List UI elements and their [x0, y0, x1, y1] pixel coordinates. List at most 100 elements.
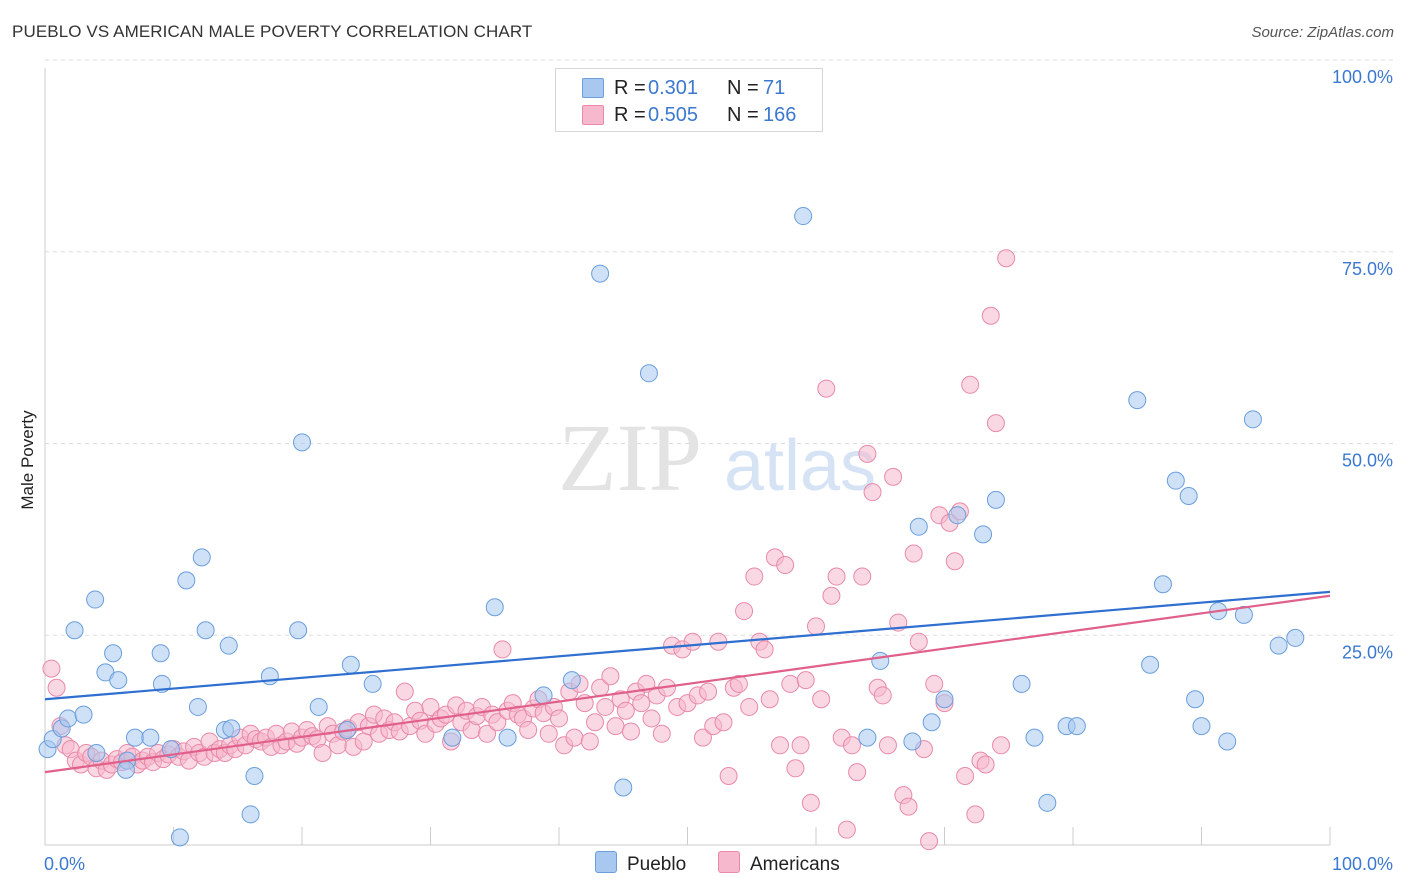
pueblo-point: [871, 651, 890, 670]
americans-point: [976, 755, 995, 774]
americans-point: [596, 697, 615, 716]
pueblo-point: [104, 644, 123, 663]
americans-point: [884, 467, 903, 486]
legend-item-americans[interactable]: Americans: [718, 851, 840, 876]
americans-point: [699, 682, 718, 701]
americans-point: [909, 632, 928, 651]
pueblo-point: [188, 697, 207, 716]
pueblo-point: [341, 655, 360, 674]
y-tick-label: 100.0%: [1332, 67, 1393, 87]
tick-labels: 25.0% 50.0% 75.0% 100.0% 0.0% 100.0%: [44, 67, 1393, 874]
americans-point: [981, 306, 1000, 325]
americans-point: [791, 736, 810, 755]
pueblo-point: [858, 728, 877, 747]
pueblo-point: [1234, 605, 1253, 624]
americans-point: [807, 617, 825, 636]
pueblo-point: [948, 506, 967, 525]
pueblo-point: [196, 621, 215, 640]
americans-point: [925, 674, 944, 693]
pueblo-point: [1243, 410, 1262, 429]
pueblo-swatch: [582, 78, 604, 98]
pueblo-point: [260, 667, 279, 686]
americans-point: [47, 678, 66, 697]
watermark-atlas: atlas: [724, 426, 876, 506]
pueblo-point: [219, 636, 238, 655]
americans-point: [493, 640, 512, 659]
pueblo-point: [591, 264, 610, 283]
pueblo-point: [241, 805, 260, 824]
americans-point: [642, 709, 661, 728]
stats-legend: R = 0.301 N = 71 R = 0.505 N = 166: [555, 68, 823, 132]
pueblo-legend-swatch: [595, 851, 617, 873]
pueblo-point: [116, 760, 135, 779]
americans-point: [683, 632, 702, 651]
americans-point: [904, 544, 923, 563]
legend-row-americans: R = 0.505 N = 166: [556, 101, 822, 129]
americans-point: [992, 736, 1011, 755]
legend-row-pueblo: R = 0.301 N = 71: [556, 74, 822, 102]
americans-point: [878, 736, 897, 755]
legend-item-pueblo[interactable]: Pueblo: [595, 851, 686, 876]
pueblo-points: [38, 207, 1305, 847]
americans-point: [565, 728, 584, 747]
pueblo-legend-label: Pueblo: [627, 854, 687, 875]
pueblo-point: [1192, 717, 1211, 736]
watermark: ZIP atlas: [558, 404, 876, 511]
n-label: N =: [727, 104, 759, 126]
pueblo-point: [1067, 717, 1086, 736]
americans-point: [853, 567, 872, 586]
pueblo-point: [534, 686, 553, 705]
americans-point: [945, 552, 964, 571]
pueblo-point: [562, 671, 581, 690]
source-label: Source: ZipAtlas.com: [1251, 24, 1394, 41]
chart-title: PUEBLO VS AMERICAN MALE POVERTY CORRELAT…: [12, 22, 533, 41]
americans-point: [776, 556, 795, 575]
americans-point: [842, 736, 861, 755]
americans-point: [585, 713, 604, 732]
n-value: 166: [763, 104, 797, 126]
pueblo-point: [903, 732, 922, 751]
pueblo-point: [109, 671, 128, 690]
pueblo-point: [1166, 471, 1185, 490]
americans-point: [873, 686, 892, 705]
americans-point: [313, 743, 332, 762]
americans-swatch: [582, 105, 604, 125]
r-label: R =: [614, 77, 646, 99]
americans-point: [616, 701, 635, 720]
r-value: 0.301: [648, 77, 699, 99]
pueblo-point: [1153, 575, 1172, 594]
pueblo-point: [614, 778, 633, 797]
pueblo-point: [986, 490, 1005, 509]
americans-point: [621, 722, 640, 741]
americans-point: [539, 724, 558, 743]
americans-point: [997, 249, 1016, 268]
americans-point: [781, 674, 800, 693]
americans-legend-swatch: [718, 851, 740, 873]
americans-trend-line: [44, 594, 1331, 774]
pueblo-point: [1269, 636, 1288, 655]
y-tick-label: 75.0%: [1342, 259, 1393, 279]
trend-lines: [44, 590, 1331, 774]
americans-point: [899, 797, 918, 816]
y-tick-label: 50.0%: [1342, 451, 1393, 471]
americans-point: [848, 763, 867, 782]
pueblo-point: [65, 621, 84, 640]
americans-point: [986, 414, 1005, 433]
americans-point: [812, 690, 831, 709]
pueblo-point: [794, 207, 813, 226]
americans-legend-label: Americans: [750, 854, 840, 875]
pueblo-point: [1286, 628, 1305, 647]
pueblo-point: [974, 525, 993, 544]
pueblo-point: [289, 621, 308, 640]
pueblo-point: [192, 548, 211, 567]
americans-point: [740, 697, 759, 716]
pueblo-point: [141, 728, 160, 747]
pueblo-point: [1141, 655, 1160, 674]
americans-point: [817, 379, 836, 398]
n-label: N =: [727, 77, 759, 99]
watermark-zip: ZIP: [558, 404, 702, 511]
americans-point: [421, 697, 440, 716]
americans-point: [920, 832, 939, 851]
pueblo-point: [1038, 793, 1057, 812]
americans-point: [550, 709, 568, 728]
